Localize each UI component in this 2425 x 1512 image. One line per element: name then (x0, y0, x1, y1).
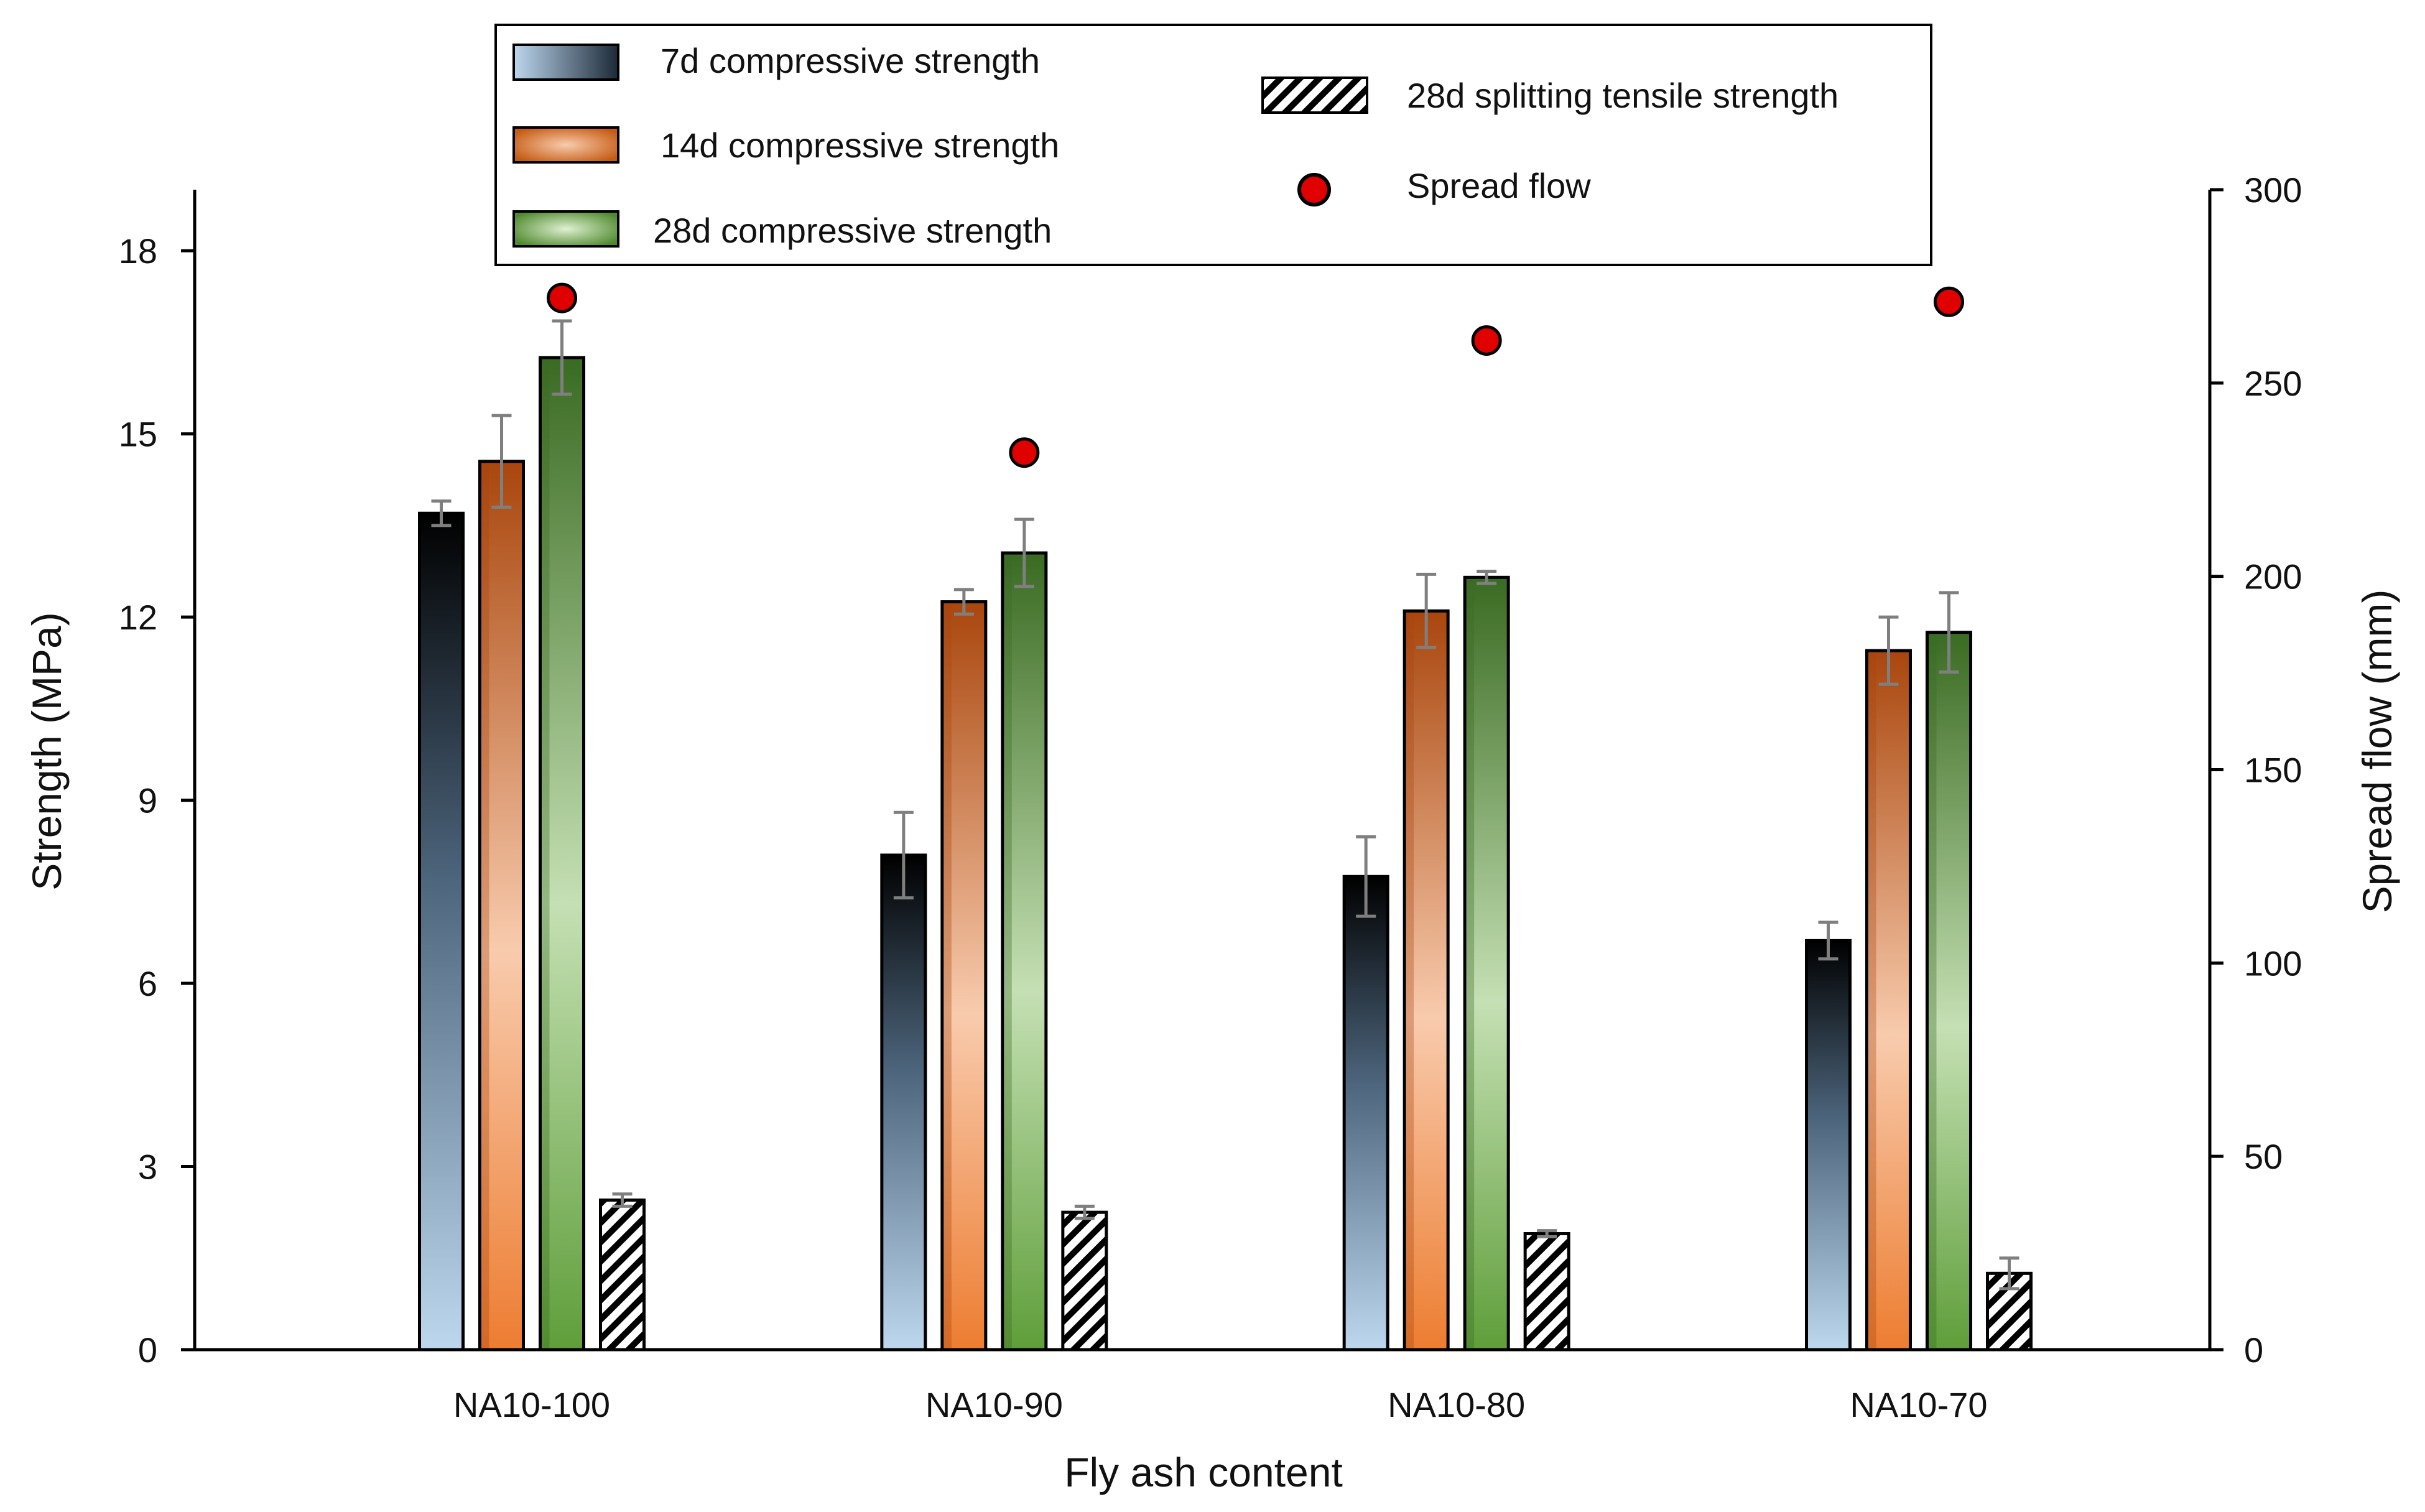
left-tick-label: 9 (138, 781, 157, 820)
legend: 7d compressive strength 14d compressive … (494, 24, 1932, 266)
legend-box (494, 24, 1932, 266)
bar-shade-s14-NA10-70 (1868, 652, 1876, 1348)
bar-split-NA10-90 (1061, 1210, 1108, 1352)
spread-flow-point-NA10-70 (1934, 286, 1964, 317)
legend-swatch-7d (512, 44, 619, 81)
bar-s7-NA10-70 (1805, 939, 1852, 1352)
bar-shade-s28-NA10-100 (542, 359, 550, 1348)
right-tick-label: 50 (2244, 1137, 2283, 1176)
bar-split-NA10-80 (1523, 1232, 1570, 1352)
y-axis-title: Strength (MPa) (24, 612, 70, 891)
x-tick-label-NA10-70: NA10-70 (1850, 1385, 1987, 1424)
legend-swatch-14d (512, 126, 619, 164)
legend-label-28d: 28d compressive strength (653, 211, 1052, 250)
bar-s7-NA10-100 (418, 511, 465, 1352)
legend-swatch-splitting (1261, 77, 1368, 114)
bar-s7-NA10-90 (880, 853, 927, 1352)
legend-swatch-28d (512, 210, 619, 248)
right-tick-label: 300 (2244, 170, 2302, 210)
x-tick-label-NA10-100: NA10-100 (453, 1385, 610, 1424)
bar-s28-NA10-90 (1001, 551, 1048, 1352)
bar-shade-s14-NA10-80 (1406, 613, 1414, 1348)
x-tick-label-NA10-80: NA10-80 (1388, 1385, 1525, 1424)
right-tick-label: 100 (2244, 944, 2302, 983)
legend-label-14d: 14d compressive strength (661, 126, 1059, 165)
legend-label-splitting: 28d splitting tensile strength (1407, 76, 1838, 115)
x-tick-label-NA10-90: NA10-90 (925, 1385, 1063, 1424)
bar-shade-s14-NA10-90 (944, 603, 952, 1348)
right-tick-label: 0 (2244, 1330, 2263, 1370)
bar-s14-NA10-80 (1403, 609, 1450, 1352)
bar-shade-s28-NA10-90 (1004, 555, 1012, 1348)
bars-layer (418, 356, 2033, 1352)
left-y-ticks: 0 3 6 9 12 15 18 (119, 231, 195, 1370)
legend-marker-spread-flow (1297, 173, 1331, 206)
bar-shade-s14-NA10-100 (481, 463, 489, 1348)
left-tick-label: 3 (138, 1148, 157, 1187)
spread-flow-points (547, 282, 1964, 468)
bar-s28-NA10-100 (539, 356, 585, 1352)
right-tick-label: 200 (2244, 557, 2302, 596)
left-tick-label: 6 (138, 964, 157, 1003)
bar-shade-s28-NA10-70 (1929, 634, 1937, 1348)
spread-flow-point-NA10-100 (547, 282, 577, 313)
legend-label-spread-flow: Spread flow (1407, 166, 1591, 205)
left-tick-label: 0 (138, 1330, 157, 1370)
right-tick-label: 150 (2244, 751, 2302, 790)
bar-shade-s28-NA10-80 (1467, 579, 1475, 1348)
error-bars-layer (431, 319, 2019, 1291)
x-axis-title: Fly ash content (1064, 1449, 1343, 1495)
bar-s14-NA10-100 (478, 460, 525, 1352)
left-tick-label: 18 (119, 231, 157, 271)
left-tick-label: 15 (119, 415, 157, 454)
y2-axis-title: Spread flow (mm) (2354, 590, 2400, 914)
spread-flow-point-NA10-80 (1471, 325, 1502, 356)
legend-label-7d: 7d compressive strength (661, 41, 1040, 80)
right-tick-label: 250 (2244, 364, 2302, 403)
bar-s28-NA10-70 (1926, 631, 1972, 1352)
bar-s28-NA10-80 (1463, 575, 1510, 1352)
right-y-ticks: 0 50 100 150 200 250 300 (2210, 170, 2302, 1370)
left-tick-label: 12 (119, 598, 157, 637)
bar-s7-NA10-80 (1342, 874, 1389, 1352)
bar-split-NA10-100 (599, 1199, 646, 1352)
x-tick-labels: NA10-100 NA10-90 NA10-80 NA10-70 (453, 1385, 1988, 1424)
spread-flow-point-NA10-90 (1009, 437, 1040, 468)
